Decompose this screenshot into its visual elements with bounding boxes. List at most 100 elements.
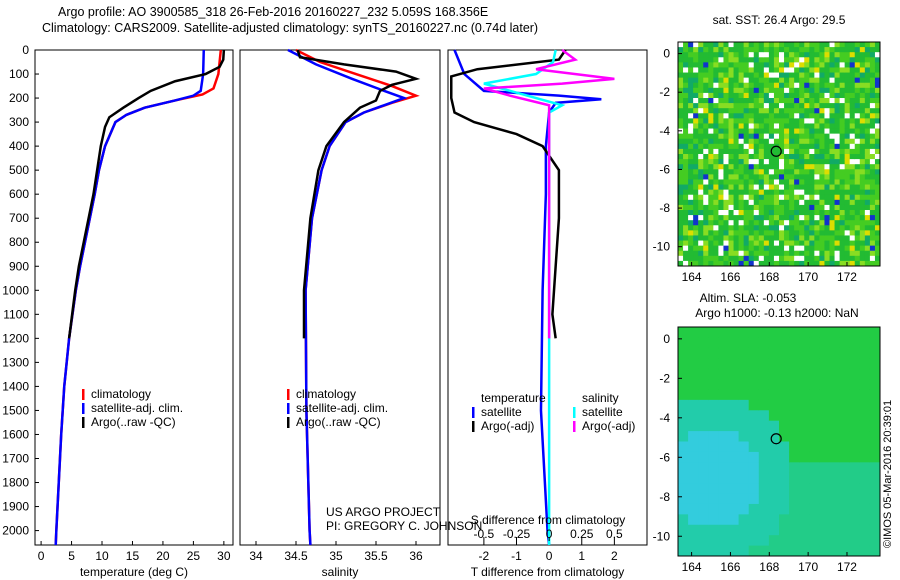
- map-cell: [693, 57, 699, 63]
- map-cell: [718, 225, 724, 231]
- map-cell: [753, 164, 760, 170]
- map-cell: [703, 159, 709, 165]
- map-cell: [708, 210, 714, 216]
- map-cell: [784, 42, 790, 48]
- map-cell: [728, 420, 740, 432]
- map-cell: [678, 98, 684, 104]
- map-cell: [829, 87, 836, 94]
- map-cell: [784, 128, 790, 135]
- map-cell: [799, 441, 810, 453]
- map-cell: [799, 92, 805, 99]
- map-cell: [844, 52, 851, 58]
- x2-tick-label: 0: [546, 527, 553, 541]
- map-cell: [713, 245, 719, 252]
- map-cell: [834, 240, 841, 247]
- map-cell: [708, 368, 719, 380]
- map-cell: [713, 113, 719, 119]
- map-cell: [733, 87, 740, 94]
- map-cell: [773, 148, 780, 155]
- map-cell: [799, 327, 810, 338]
- map-cell: [809, 189, 815, 196]
- map-cell: [738, 108, 745, 114]
- map-cell: [789, 143, 795, 150]
- map-cell: [864, 245, 871, 252]
- map-cell: [779, 220, 785, 226]
- map-cell: [728, 72, 735, 79]
- map-cell: [809, 164, 815, 170]
- map-cell: [718, 108, 724, 114]
- map-cell: [738, 431, 750, 442]
- map-cell: [698, 472, 709, 484]
- map-cell: [688, 159, 694, 165]
- map-cell: [849, 462, 861, 474]
- map-cell: [703, 113, 709, 119]
- map-cell: [678, 493, 689, 505]
- map-cell: [789, 47, 795, 53]
- map-cell: [763, 143, 770, 150]
- y-tick-label: 1100: [3, 307, 29, 321]
- map-cell: [698, 347, 709, 359]
- map-cell: [784, 225, 790, 231]
- map-cell: [839, 451, 851, 463]
- map-cell: [733, 169, 740, 175]
- map-cell: [874, 255, 881, 262]
- map-cell: [819, 87, 825, 94]
- map-cell: [839, 169, 846, 175]
- map-cell: [849, 128, 856, 135]
- y-tick-label: 1700: [2, 451, 29, 465]
- map-cell: [839, 327, 851, 338]
- legend-label: climatology: [296, 387, 356, 401]
- y-tick-label: 1200: [2, 331, 29, 345]
- map-cell: [839, 420, 851, 432]
- map-cell: [763, 164, 770, 170]
- map-cell: [789, 514, 800, 526]
- map-cell: [789, 399, 800, 411]
- map-cell: [869, 133, 876, 140]
- map-cell: [763, 108, 770, 114]
- map-y-tick-label: -4: [659, 124, 670, 138]
- map-cell: [748, 462, 760, 474]
- map-cell: [869, 451, 881, 463]
- map-cell: [824, 138, 830, 145]
- map-cell: [784, 47, 790, 53]
- map-cell: [698, 194, 704, 201]
- map-cell: [698, 174, 704, 180]
- map-cell: [763, 77, 770, 84]
- map-cell: [768, 199, 775, 206]
- map-cell: [834, 230, 841, 236]
- map-cell: [864, 215, 871, 221]
- map-cell: [864, 72, 871, 79]
- map-cell: [819, 235, 825, 242]
- map-cell: [794, 103, 800, 109]
- map-cell: [728, 358, 740, 370]
- map-cell: [809, 472, 820, 484]
- map-cell: [748, 545, 760, 557]
- map-cell: [698, 451, 709, 463]
- map-cell: [693, 123, 699, 130]
- map-cell: [703, 87, 709, 94]
- map-cell: [758, 57, 765, 63]
- map-cell: [854, 77, 861, 84]
- map-cell: [713, 220, 719, 226]
- map-cell: [789, 493, 800, 505]
- map-cell: [814, 113, 820, 119]
- map-cell: [713, 82, 719, 89]
- map-cell: [814, 174, 820, 180]
- map-cell: [784, 215, 790, 221]
- map-cell: [713, 154, 719, 160]
- map-cell: [859, 472, 871, 484]
- map-cell: [819, 123, 825, 130]
- map-cell: [678, 62, 684, 68]
- map-cell: [768, 327, 780, 338]
- map-cell: [738, 379, 750, 390]
- map-cell: [819, 47, 825, 53]
- map-cell: [829, 204, 836, 211]
- map-cell: [854, 82, 861, 89]
- map-cell: [753, 143, 760, 150]
- map-cell: [678, 138, 684, 145]
- map-cell: [718, 77, 724, 84]
- map-cell: [834, 47, 841, 53]
- map-cell: [849, 225, 856, 231]
- map-cell: [728, 118, 735, 124]
- map-cell: [688, 225, 694, 231]
